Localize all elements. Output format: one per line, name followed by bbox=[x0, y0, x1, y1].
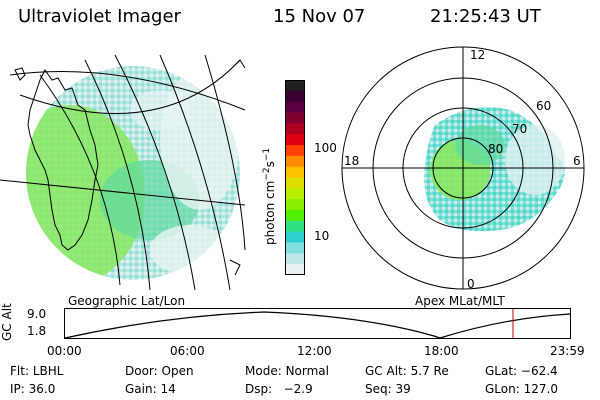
time-label: 21:25:43 UT bbox=[430, 6, 541, 27]
time-tick-1200: 12:00 bbox=[297, 344, 332, 358]
coastline bbox=[14, 59, 246, 276]
apex-caption: Apex MLat/MLT bbox=[415, 294, 505, 308]
altitude-plot bbox=[64, 308, 571, 339]
polar-mlt-plot: 12 0 18 6 60 70 80 bbox=[341, 46, 585, 291]
colorbar-segment bbox=[285, 80, 305, 92]
colorbar-segment bbox=[285, 145, 305, 157]
colorbar-segment bbox=[285, 134, 305, 146]
info-mode: Mode: Normal bbox=[245, 364, 329, 378]
date-label: 15 Nov 07 bbox=[273, 6, 366, 27]
colorbar-segment bbox=[285, 242, 305, 254]
mlat-label-70: 70 bbox=[512, 122, 527, 136]
colorbar-tick-10: 10 bbox=[314, 229, 330, 243]
colorbar-segment bbox=[285, 90, 305, 103]
colorbar-unit-label: photon cm−2s−1 bbox=[262, 147, 277, 245]
altitude-axis-label: GC Alt bbox=[0, 303, 14, 341]
colorbar-segment bbox=[285, 199, 305, 211]
altitude-ymax: 9.0 bbox=[27, 307, 47, 321]
mlt-label-6: 6 bbox=[573, 154, 581, 168]
time-tick-1800: 18:00 bbox=[424, 344, 459, 358]
info-dsp: Dsp: −2.9 bbox=[245, 382, 313, 396]
colorbar-segment bbox=[285, 155, 305, 168]
colorbar-segment bbox=[285, 231, 305, 243]
colorbar-segment bbox=[285, 210, 305, 222]
time-tick-2359: 23:59 bbox=[550, 344, 585, 358]
graticule bbox=[0, 54, 246, 290]
info-gain: Gain: 14 bbox=[125, 382, 176, 396]
time-tick-0000: 00:00 bbox=[47, 344, 82, 358]
info-door: Door: Open bbox=[125, 364, 194, 378]
info-glon: GLon: 127.0 bbox=[485, 382, 558, 396]
mlat-label-60: 60 bbox=[536, 99, 551, 113]
colorbar-segment bbox=[285, 177, 305, 189]
info-ip: IP: 36.0 bbox=[10, 382, 56, 396]
info-flt: Flt: LBHL bbox=[10, 364, 64, 378]
altitude-ymin: 1.8 bbox=[27, 324, 47, 338]
colorbar-segment bbox=[285, 188, 305, 200]
mlt-label-12: 12 bbox=[470, 48, 485, 62]
colorbar-segment bbox=[285, 253, 305, 265]
time-tick-0600: 06:00 bbox=[170, 344, 205, 358]
geographic-caption: Geographic Lat/Lon bbox=[68, 294, 186, 308]
colorbar-segment bbox=[285, 123, 305, 135]
info-glat: GLat: −62.4 bbox=[485, 364, 558, 378]
info-gc-alt: GC Alt: 5.7 Re bbox=[365, 364, 449, 378]
colorbar-segment bbox=[285, 112, 305, 124]
color-scale-bar bbox=[285, 80, 305, 275]
mlat-label-80: 80 bbox=[488, 142, 503, 156]
mlt-label-0: 0 bbox=[467, 277, 475, 291]
colorbar-segment bbox=[285, 264, 305, 275]
colorbar-segment bbox=[285, 101, 305, 113]
geographic-image bbox=[0, 54, 246, 290]
colorbar-segment bbox=[285, 220, 305, 233]
info-seq: Seq: 39 bbox=[365, 382, 411, 396]
mlt-label-18: 18 bbox=[344, 154, 359, 168]
colorbar-tick-100: 100 bbox=[314, 141, 337, 155]
instrument-title: Ultraviolet Imager bbox=[18, 6, 181, 27]
colorbar-segment bbox=[285, 166, 305, 178]
